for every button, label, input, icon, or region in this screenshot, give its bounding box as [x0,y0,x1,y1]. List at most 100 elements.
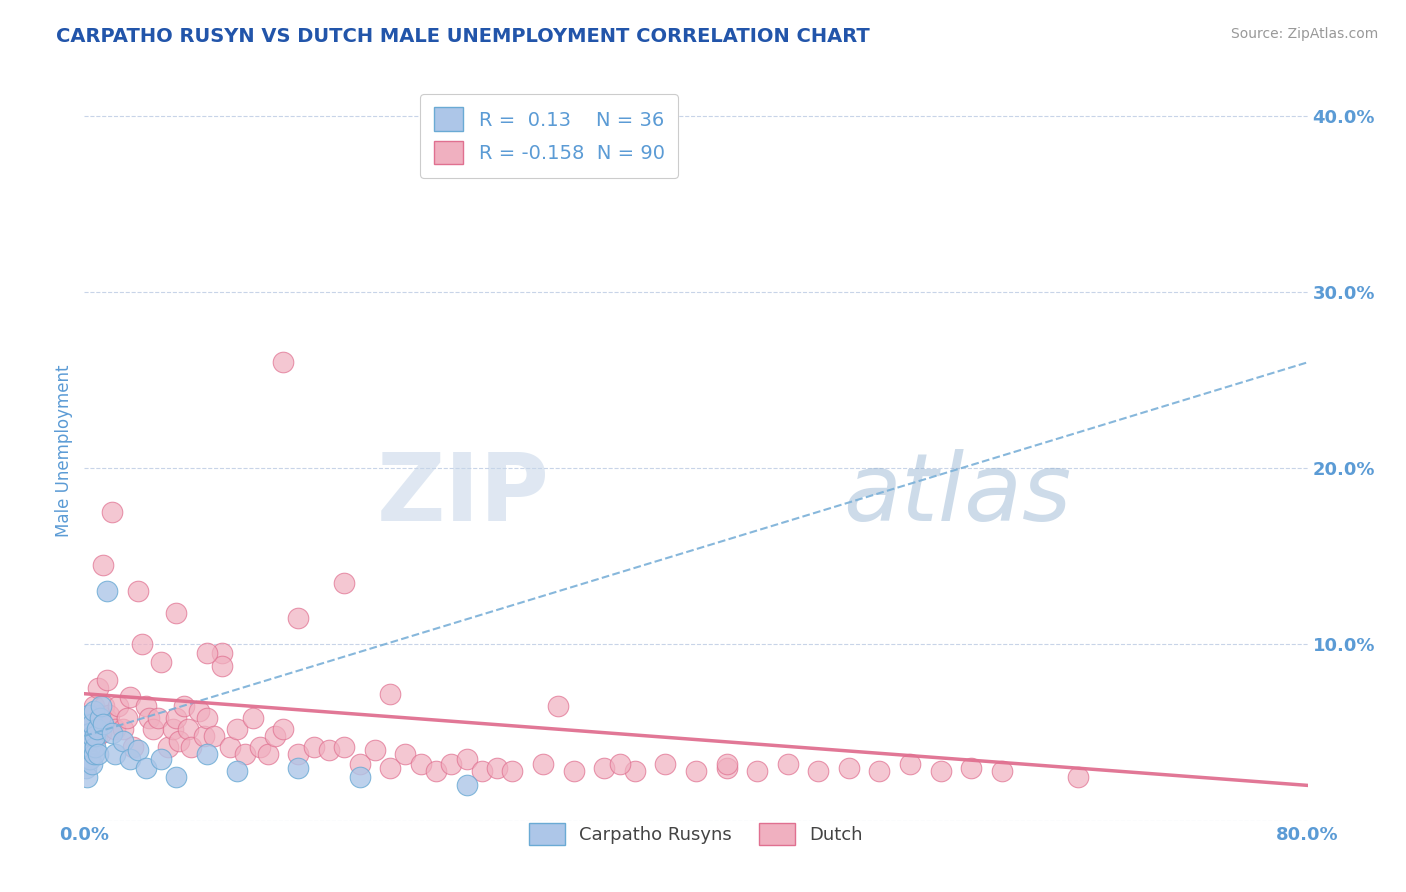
Point [271,722,294,736]
Text: Source: ZipAtlas.com: Source: ZipAtlas.com [1230,27,1378,41]
Point [79,739,101,754]
Point [264,729,287,743]
Point [193,729,215,743]
Point [115,711,138,725]
Point [624,764,647,779]
Point [257,747,280,761]
Point [77,752,100,766]
Point [76,716,98,731]
Point [91,558,114,572]
Point [807,764,830,779]
Point [104,747,127,761]
Point [80,716,103,731]
Point [83,747,105,761]
Point [135,699,157,714]
Point [195,711,218,725]
Point [111,722,134,736]
Point [685,764,707,779]
Point [562,764,585,779]
Point [149,752,172,766]
Point [91,716,114,731]
Point [80,729,103,743]
Point [120,690,142,705]
Point [1067,770,1090,784]
Point [122,739,145,754]
Point [333,739,356,754]
Point [233,747,256,761]
Point [188,704,211,718]
Y-axis label: Male Unemployment: Male Unemployment [55,364,73,537]
Point [531,757,554,772]
Point [173,699,195,714]
Point [77,707,100,722]
Point [242,711,264,725]
Point [89,711,111,725]
Point [929,764,952,779]
Point [349,757,371,772]
Point [380,761,402,775]
Point [165,770,187,784]
Point [101,505,124,519]
Point [76,770,98,784]
Point [75,743,97,757]
Point [83,699,105,714]
Point [302,739,325,754]
Point [471,764,494,779]
Point [716,757,738,772]
Point [211,646,233,660]
Point [83,704,105,718]
Point [101,725,124,739]
Point [318,743,340,757]
Point [177,722,200,736]
Point [111,734,134,748]
Point [165,606,187,620]
Point [127,743,149,757]
Point [80,729,103,743]
Point [89,707,111,722]
Point [94,711,117,725]
Point [104,722,127,736]
Point [135,761,157,775]
Text: atlas: atlas [842,450,1071,541]
Point [93,699,115,714]
Point [120,752,142,766]
Legend: Carpatho Rusyns, Dutch: Carpatho Rusyns, Dutch [522,816,870,853]
Point [380,687,402,701]
Point [287,761,309,775]
Point [87,747,110,761]
Point [287,611,309,625]
Point [77,734,100,748]
Point [162,722,184,736]
Point [97,707,120,722]
Point [776,757,799,772]
Point [79,752,101,766]
Point [84,729,107,743]
Point [333,575,356,590]
Point [146,711,169,725]
Point [425,764,447,779]
Point [456,778,478,792]
Point [77,707,100,722]
Text: CARPATHO RUSYN VS DUTCH MALE UNEMPLOYMENT CORRELATION CHART: CARPATHO RUSYN VS DUTCH MALE UNEMPLOYMEN… [56,27,870,45]
Point [960,761,983,775]
Point [142,722,165,736]
Point [609,757,631,772]
Point [79,725,101,739]
Point [226,722,249,736]
Point [502,764,524,779]
Point [138,711,160,725]
Point [131,637,153,651]
Point [349,770,371,784]
Point [249,739,271,754]
Point [86,729,108,743]
Point [991,764,1014,779]
Point [394,747,416,761]
Point [547,699,569,714]
Point [84,739,107,754]
Point [218,739,240,754]
Point [211,658,233,673]
Point [747,764,769,779]
Point [456,752,478,766]
Point [96,673,118,687]
Point [167,734,190,748]
